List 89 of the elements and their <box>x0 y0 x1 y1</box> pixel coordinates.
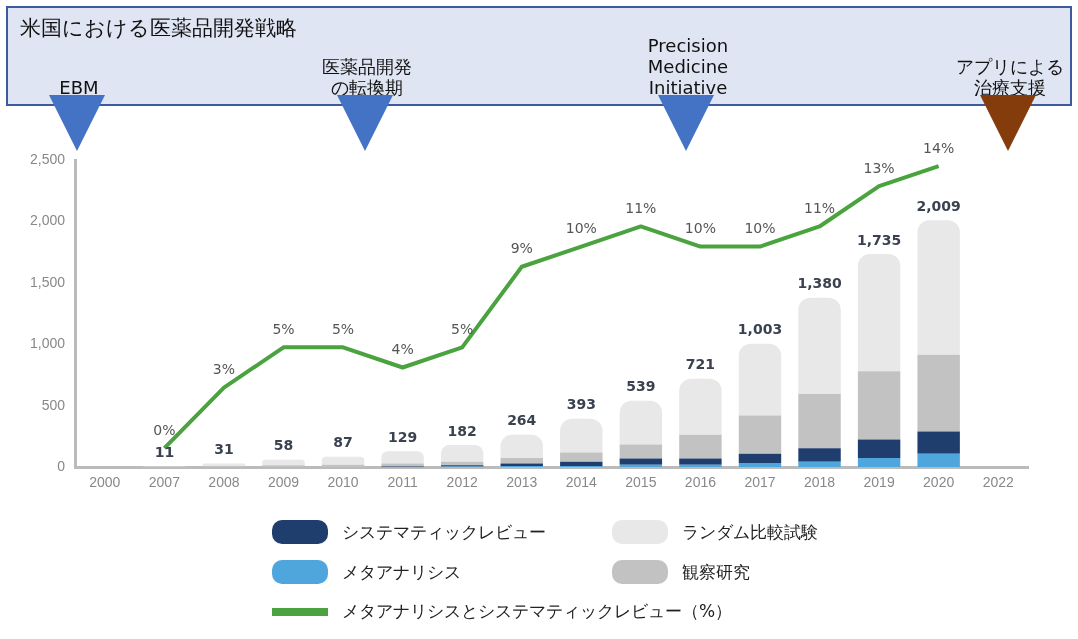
data-label: 0% <box>153 421 176 438</box>
bar <box>560 452 603 462</box>
y-tick-label: 1,000 <box>29 335 66 352</box>
bar <box>798 448 841 462</box>
y-tick-label: 1,500 <box>29 273 66 290</box>
legend-label: 観察研究 <box>682 560 750 584</box>
y-tick-label: 2,500 <box>29 150 66 167</box>
x-tick-label: 2015 <box>625 474 657 491</box>
data-label: 9% <box>510 240 533 257</box>
x-tick-label: 2012 <box>446 474 478 491</box>
total-label: 129 <box>388 428 418 445</box>
bar <box>619 458 663 465</box>
bar <box>679 458 722 465</box>
total-label: 1,003 <box>737 321 783 338</box>
x-tick-label: 2019 <box>863 474 895 491</box>
bar <box>738 343 782 416</box>
bar <box>381 451 424 464</box>
legend-label: メタアナリシス <box>342 560 461 584</box>
x-tick-label: 2017 <box>744 474 776 491</box>
bar <box>917 354 960 432</box>
bar <box>321 456 365 465</box>
bar <box>560 418 603 453</box>
bar <box>262 459 305 466</box>
data-label: 4% <box>391 341 414 358</box>
data-label: 10% <box>565 220 597 237</box>
total-label: 2,009 <box>916 197 961 214</box>
x-tick-label: 2011 <box>387 474 418 491</box>
total-label: 87 <box>333 434 353 451</box>
x-tick-label: 2008 <box>208 474 240 491</box>
x-tick-label: 2013 <box>506 474 538 491</box>
bar <box>738 415 782 454</box>
bar <box>917 431 960 454</box>
data-label: 13% <box>863 159 895 176</box>
data-label: 10% <box>684 220 716 237</box>
data-label: 5% <box>331 320 355 337</box>
total-label: 11 <box>154 443 175 460</box>
data-label: 11% <box>803 200 836 217</box>
bar <box>619 444 663 459</box>
total-label: 721 <box>685 356 716 373</box>
text: EBM <box>59 77 99 98</box>
total-label: 1,735 <box>856 231 902 248</box>
legend-label: メタアナリシスとシステマティックレビュー（%） <box>342 600 733 623</box>
data-label: 3% <box>212 361 236 378</box>
bar <box>857 371 901 440</box>
data-label: 5% <box>272 320 295 337</box>
bar <box>917 220 960 355</box>
x-tick-label: 2000 <box>89 474 121 491</box>
x-tick-label: 2014 <box>565 474 598 491</box>
total-label: 539 <box>626 378 656 395</box>
bar <box>798 394 841 449</box>
bar <box>857 439 901 458</box>
bar <box>440 445 484 462</box>
bar <box>679 378 722 435</box>
x-tick-label: 2016 <box>684 474 717 491</box>
bar <box>738 462 782 468</box>
bar <box>619 400 663 445</box>
total-label: 264 <box>507 412 537 429</box>
bar <box>798 461 841 468</box>
bar <box>738 453 782 463</box>
bar <box>917 453 960 468</box>
total-label: 58 <box>273 437 294 454</box>
legend-label: ランダム比較試験 <box>682 520 818 544</box>
data-label: 5% <box>451 320 474 337</box>
bar <box>500 434 543 458</box>
x-tick-label: 2009 <box>267 474 300 491</box>
bar <box>857 457 901 468</box>
total-label: 393 <box>566 396 596 413</box>
y-tick-label: 0 <box>57 458 66 475</box>
data-label: 10% <box>744 220 776 237</box>
y-tick-label: 500 <box>41 396 66 413</box>
chart-title: 米国における医薬品開発戦略 <box>20 15 297 42</box>
bar <box>500 457 543 464</box>
y-tick-label: 2,000 <box>29 212 66 229</box>
x-tick-label: 2020 <box>923 474 955 491</box>
total-label: 31 <box>214 441 234 458</box>
x-tick-label: 2022 <box>982 474 1014 491</box>
total-label: 182 <box>447 422 477 439</box>
x-tick-label: 2018 <box>803 474 836 491</box>
bar <box>798 297 841 395</box>
total-label: 1,380 <box>797 275 842 292</box>
bar <box>857 254 901 372</box>
x-tick-label: 2007 <box>148 474 181 491</box>
legend-label: システマティックレビュー <box>342 520 546 544</box>
x-tick-label: 2010 <box>327 474 359 491</box>
bar <box>679 434 722 459</box>
text: Precision Medicine Initiative <box>646 35 730 98</box>
bar <box>560 461 603 466</box>
data-label: 11% <box>625 200 657 217</box>
data-label: 14% <box>923 139 955 156</box>
